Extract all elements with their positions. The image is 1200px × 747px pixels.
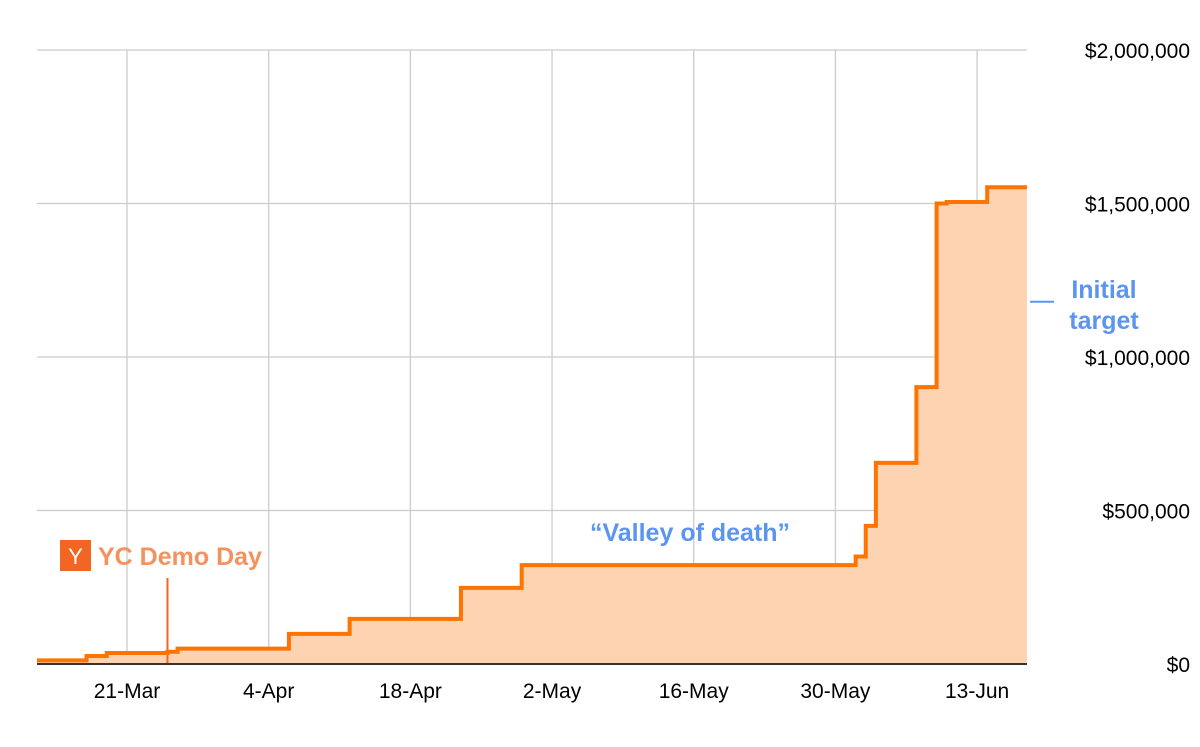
x-tick-label: 2-May xyxy=(523,680,582,703)
y-tick-label: $1,500,000 xyxy=(1085,194,1190,217)
x-tick-label: 13-Jun xyxy=(945,680,1009,703)
y-tick-label: $500,000 xyxy=(1102,501,1190,524)
y-tick-label: $2,000,000 xyxy=(1085,40,1190,63)
x-tick-label: 30-May xyxy=(800,680,871,703)
x-tick-labels: 21-Mar 4-Apr 18-Apr 2-May 16-May 30-May 13-Jun xyxy=(94,680,1009,703)
demo-day-label: YC Demo Day xyxy=(98,543,262,571)
yc-logo-letter: Y xyxy=(68,544,83,569)
y-tick-label: $0 xyxy=(1167,654,1190,677)
y-tick-label: $1,000,000 xyxy=(1085,347,1190,370)
initial-target-label-line2: target xyxy=(1069,307,1139,335)
x-tick-label: 16-May xyxy=(659,680,730,703)
demo-day-annotation: Y YC Demo Day xyxy=(60,540,262,571)
initial-target-label-line1: Initial xyxy=(1071,276,1136,304)
x-tick-label: 18-Apr xyxy=(379,680,442,703)
grid xyxy=(37,49,1027,664)
valley-of-death-label: “Valley of death” xyxy=(590,519,790,547)
area-fill xyxy=(37,187,1027,664)
y-tick-labels: $0 $500,000 $1,000,000 $1,500,000 $2,000,000 xyxy=(1085,40,1190,677)
yc-logo-icon xyxy=(60,540,91,571)
x-tick-label: 21-Mar xyxy=(94,680,161,703)
series-line xyxy=(37,185,1027,663)
x-tick-label: 4-Apr xyxy=(243,680,294,703)
